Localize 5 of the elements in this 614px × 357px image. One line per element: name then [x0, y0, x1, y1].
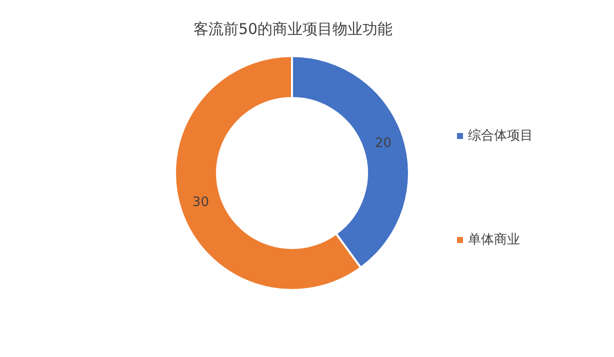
- data-label: 30: [192, 195, 209, 210]
- chart-title: 客流前50的商业项目物业功能: [193, 20, 393, 38]
- legend-label: 综合体项目: [468, 128, 533, 144]
- data-label: 20: [375, 136, 392, 151]
- legend-label: 单体商业: [468, 232, 520, 248]
